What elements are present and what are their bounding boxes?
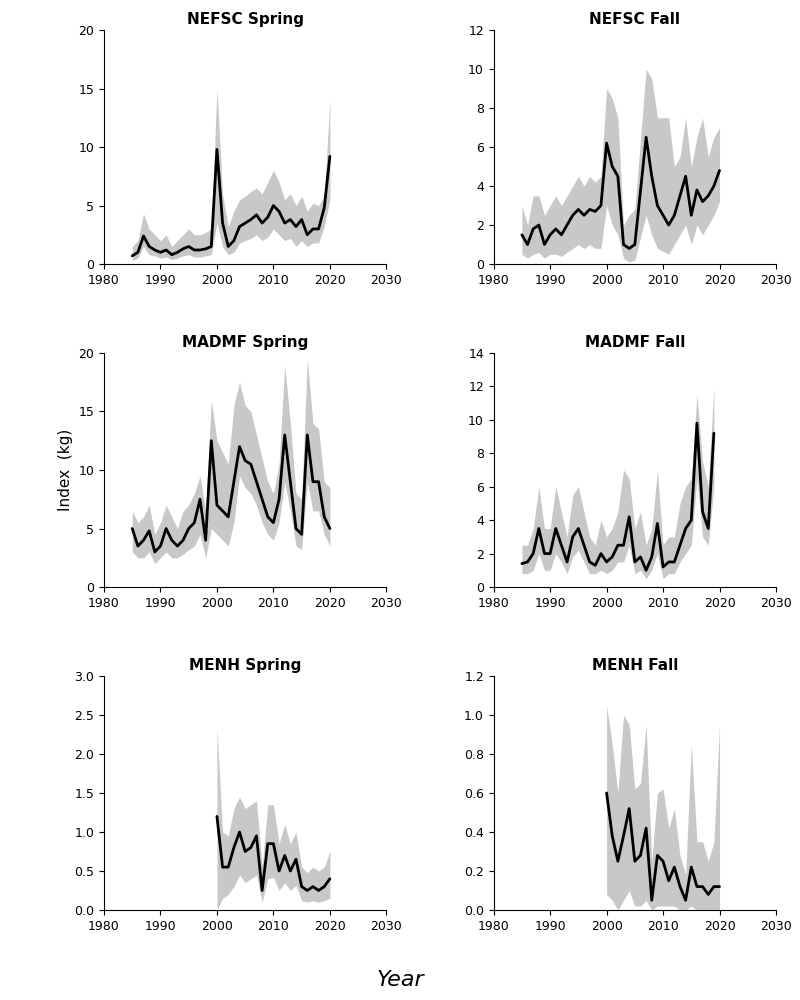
Title: MENH Spring: MENH Spring <box>189 658 302 673</box>
Y-axis label: Index  (kg): Index (kg) <box>58 429 73 511</box>
Title: NEFSC Fall: NEFSC Fall <box>590 12 680 27</box>
Title: MADMF Spring: MADMF Spring <box>182 335 308 350</box>
Title: NEFSC Spring: NEFSC Spring <box>186 12 304 27</box>
Title: MENH Fall: MENH Fall <box>592 658 678 673</box>
Text: Year: Year <box>376 970 424 990</box>
Title: MADMF Fall: MADMF Fall <box>585 335 685 350</box>
